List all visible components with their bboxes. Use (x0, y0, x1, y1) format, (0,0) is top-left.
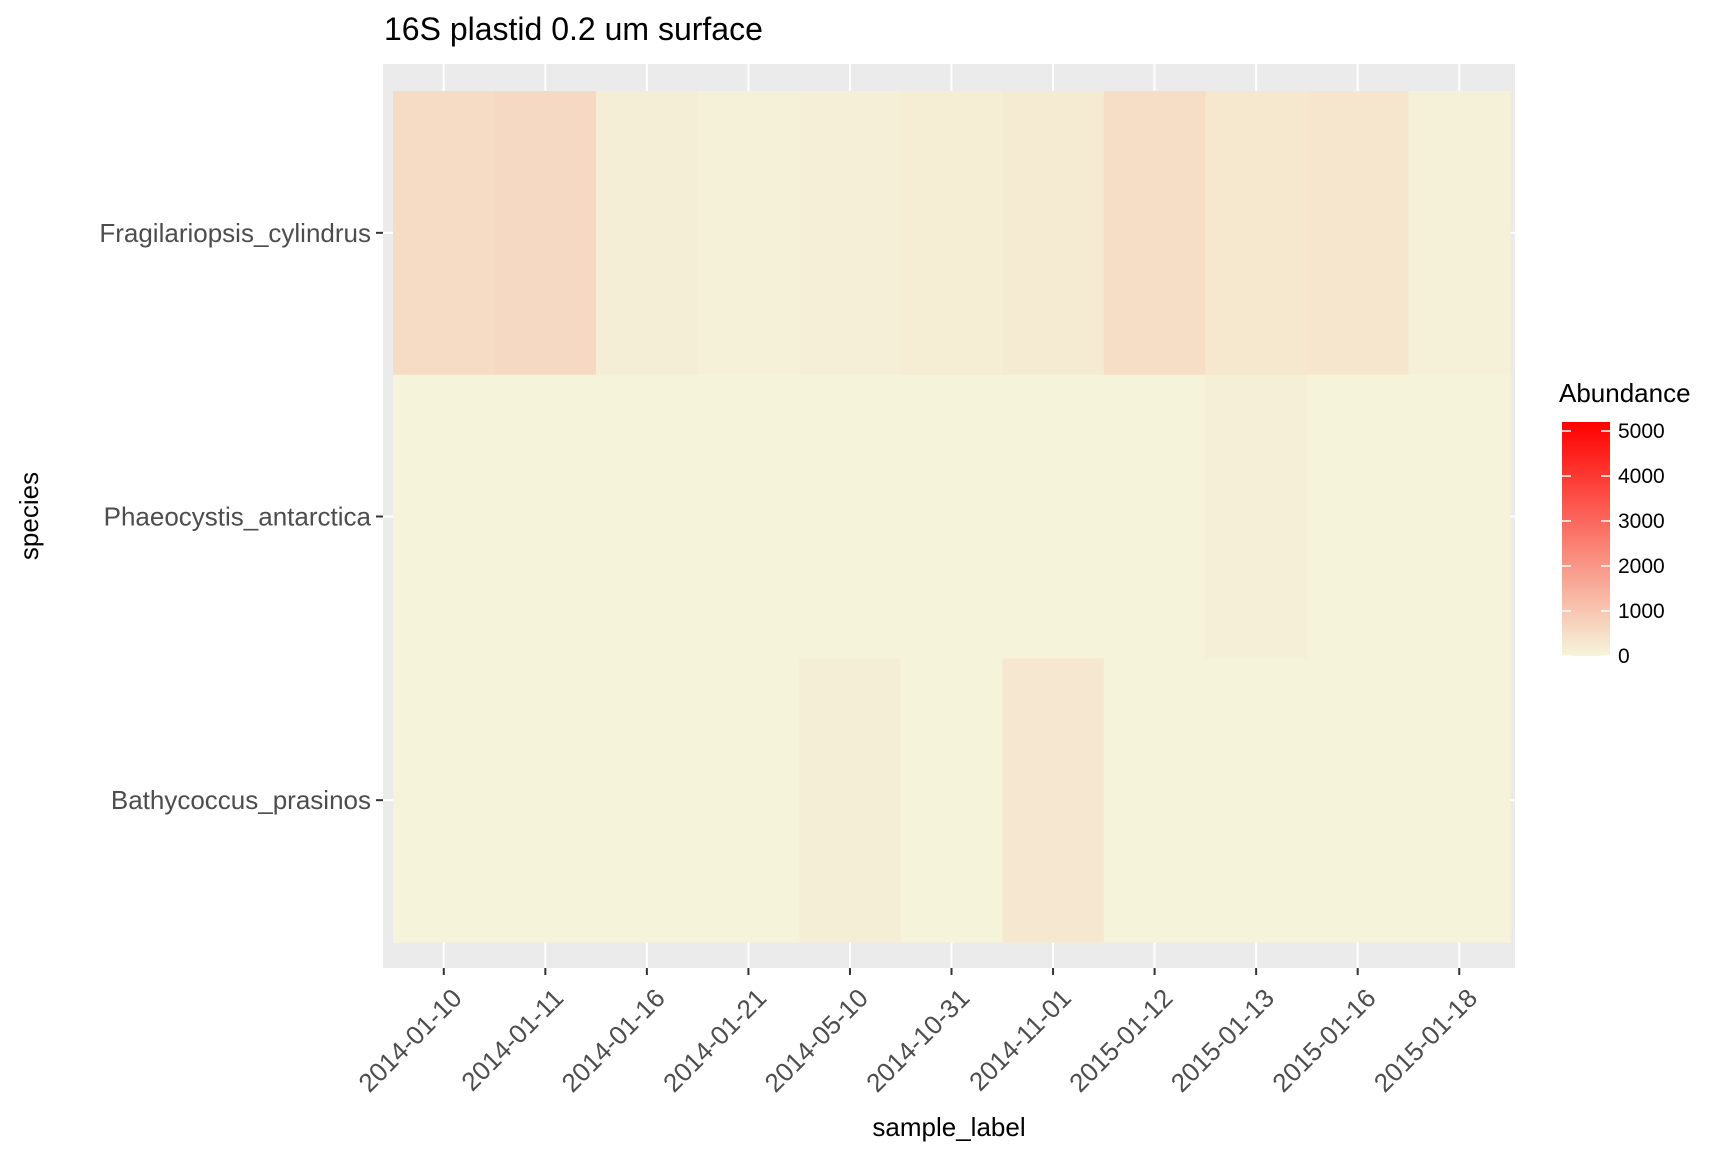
y-tick-label: Phaeocystis_antarctica (104, 502, 372, 532)
legend-ticks: 0 1000 2000 3000 4000 5000 (1562, 420, 1665, 668)
y-axis: Fragilariopsis_cylindrus Phaeocystis_anta… (99, 218, 383, 815)
heatmap-cell (494, 374, 597, 659)
x-tick-label: 2014-01-10 (352, 983, 467, 1098)
heatmap-cell (697, 658, 800, 943)
heatmap-cell (1103, 374, 1206, 659)
x-axis: 2014-01-102014-01-112014-01-162014-01-21… (352, 968, 1483, 1098)
x-tick-label: 2014-11-01 (963, 983, 1077, 1097)
heatmap-cell (799, 374, 902, 659)
x-tick-label: 2015-01-13 (1165, 983, 1280, 1098)
heatmap-cell (494, 91, 597, 376)
x-tick-label: 2014-01-16 (555, 983, 670, 1098)
x-tick-label: 2015-01-16 (1266, 983, 1381, 1098)
heatmap-cell (1205, 658, 1308, 943)
heatmap-cell (1002, 374, 1105, 659)
legend-title: Abundance (1559, 378, 1691, 408)
heatmap-cell (799, 91, 902, 376)
heatmap-cell (799, 658, 902, 943)
heatmap-cell (494, 658, 597, 943)
heatmap-cell (1306, 374, 1410, 659)
legend-tick-label: 2000 (1618, 555, 1665, 578)
legend-colorbar (1562, 422, 1610, 656)
heatmap-cell (1103, 91, 1206, 376)
x-axis-title: sample_label (872, 1112, 1025, 1142)
chart-title: 16S plastid 0.2 um surface (384, 11, 763, 47)
heatmap-cell (1002, 91, 1105, 376)
heatmap-cell (596, 374, 699, 659)
heatmap-tiles (393, 91, 1511, 943)
heatmap-cell (393, 374, 496, 659)
heatmap-cell (1205, 374, 1308, 659)
heatmap-cell (1408, 374, 1511, 659)
x-tick-label: 2014-05-10 (759, 983, 874, 1098)
heatmap-cell (900, 374, 1003, 659)
y-tick-label: Fragilariopsis_cylindrus (99, 218, 371, 248)
heatmap-cell (1306, 658, 1410, 943)
legend-tick-label: 4000 (1618, 465, 1665, 488)
x-tick-label: 2014-10-31 (860, 983, 975, 1098)
legend: Abundance 0 1000 2000 3000 4000 5000 (1559, 378, 1691, 668)
heatmap-cell (1103, 658, 1206, 943)
x-tick-label: 2014-01-11 (455, 983, 569, 1097)
legend-tick-label: 3000 (1618, 510, 1665, 533)
heatmap-cell (596, 658, 699, 943)
heatmap-cell (1002, 658, 1105, 943)
heatmap-cell (697, 91, 800, 376)
legend-tick-label: 1000 (1618, 600, 1665, 623)
heatmap-cell (1306, 91, 1410, 376)
legend-tick-label: 0 (1618, 645, 1630, 668)
heatmap-cell (1408, 658, 1511, 943)
y-axis-title: species (14, 472, 44, 560)
x-tick-label: 2015-01-18 (1368, 983, 1483, 1098)
x-tick-label: 2014-01-21 (657, 983, 772, 1098)
heatmap-cell (596, 91, 699, 376)
heatmap-cell (393, 658, 496, 943)
heatmap-cell (393, 91, 496, 376)
heatmap-cell (900, 658, 1003, 943)
heatmap-cell (1205, 91, 1308, 376)
y-tick-label: Bathycoccus_prasinos (111, 785, 371, 815)
heatmap-cell (1408, 91, 1511, 376)
x-tick-label: 2015-01-12 (1063, 983, 1178, 1098)
legend-tick-label: 5000 (1618, 420, 1665, 443)
heatmap-cell (900, 91, 1003, 376)
heatmap-cell (697, 374, 800, 659)
